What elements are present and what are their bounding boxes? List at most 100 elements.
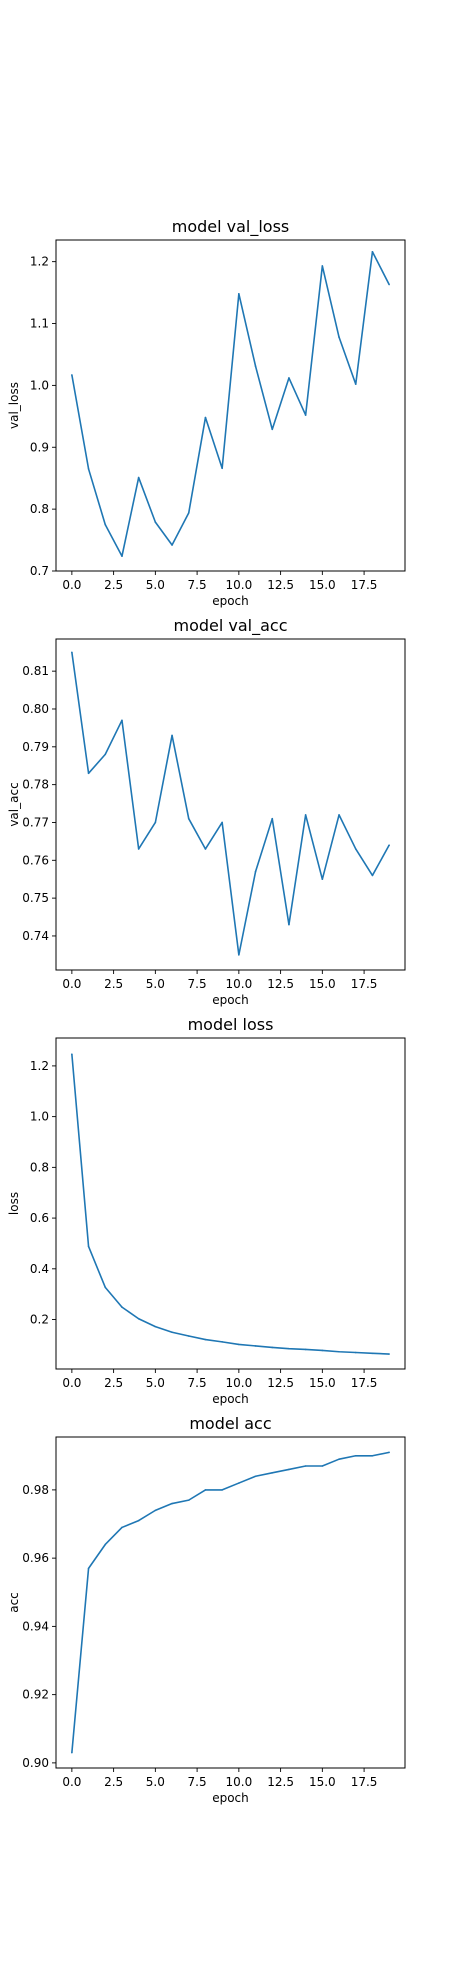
data-point xyxy=(121,1306,123,1308)
data-point xyxy=(187,1499,190,1501)
y-tick-label: 0.9 xyxy=(30,440,49,454)
x-tick-label: 2.5 xyxy=(104,1376,123,1390)
x-tick-label: 5.0 xyxy=(146,1376,165,1390)
data-point xyxy=(354,848,357,850)
y-tick-label: 0.74 xyxy=(22,929,49,943)
x-tick-label: 5.0 xyxy=(146,578,165,592)
series-line xyxy=(71,1054,390,1355)
y-axis-label: val_loss xyxy=(7,382,21,429)
series-line xyxy=(71,1451,390,1753)
chart-title: model val_acc xyxy=(173,616,287,636)
data-point xyxy=(354,1454,357,1457)
data-point xyxy=(238,1343,240,1346)
data-point xyxy=(254,1475,257,1478)
y-tick-label: 0.2 xyxy=(30,1313,49,1327)
data-point xyxy=(121,719,123,722)
x-tick-label: 17.5 xyxy=(351,1775,378,1789)
y-tick-label: 0.4 xyxy=(30,1262,49,1276)
data-point xyxy=(171,544,173,546)
y-tick-label: 0.7 xyxy=(30,564,49,578)
y-tick-label: 0.90 xyxy=(22,1756,49,1770)
chart-panel-0: model val_loss 0.0 2.5 5.0 7.5 10.0 12.5 15.0 17… xyxy=(7,217,406,608)
data-point xyxy=(388,844,390,846)
data-point xyxy=(354,1351,357,1354)
y-tick-label: 0.77 xyxy=(22,815,49,829)
data-point xyxy=(104,753,107,756)
data-point xyxy=(171,734,173,737)
x-tick-label: 10.0 xyxy=(225,1376,252,1390)
x-tick-label: 2.5 xyxy=(104,578,123,592)
data-point xyxy=(254,870,257,873)
data-point xyxy=(321,1465,324,1467)
data-point xyxy=(288,1347,290,1350)
x-tick-label: 5.0 xyxy=(146,1775,165,1789)
data-point xyxy=(121,1526,123,1529)
data-point xyxy=(338,336,340,338)
axes-frame xyxy=(55,638,406,971)
chart-panel-2: model loss 0.0 2.5 5.0 7.5 10.0 12.5 15.0 17.5 0.… xyxy=(7,1015,406,1406)
data-point xyxy=(371,874,374,877)
data-point xyxy=(254,365,257,368)
x-tick-label: 7.5 xyxy=(188,1376,207,1390)
data-point xyxy=(371,1352,374,1355)
y-tick-label: 0.76 xyxy=(22,853,49,867)
chart-title: model val_loss xyxy=(172,217,290,237)
data-point xyxy=(371,1454,374,1457)
data-point xyxy=(171,1502,173,1505)
data-point xyxy=(104,1286,107,1289)
x-tick-label: 12.5 xyxy=(267,1376,294,1390)
x-axis-label: epoch xyxy=(212,594,249,608)
y-tick-label: 0.98 xyxy=(22,1483,49,1497)
x-tick-label: 5.0 xyxy=(146,977,165,991)
data-point xyxy=(71,1751,73,1754)
data-point xyxy=(204,1489,207,1491)
data-point xyxy=(304,414,307,416)
data-point xyxy=(238,293,240,295)
x-tick-label: 12.5 xyxy=(267,1775,294,1789)
x-tick-label: 2.5 xyxy=(104,977,123,991)
x-tick-label: 7.5 xyxy=(188,578,207,592)
data-point xyxy=(321,1349,324,1352)
x-axis-label: epoch xyxy=(212,1392,249,1406)
data-point xyxy=(87,468,90,470)
data-point xyxy=(71,651,73,654)
data-point xyxy=(204,416,207,419)
x-tick-label: 17.5 xyxy=(351,1376,378,1390)
data-point xyxy=(71,1053,73,1056)
y-tick-label: 1.0 xyxy=(30,378,49,392)
data-point xyxy=(388,1451,390,1454)
data-point xyxy=(221,821,223,824)
data-point xyxy=(254,1345,257,1347)
y-tick-label: 1.2 xyxy=(30,1059,49,1073)
y-tick-label: 1.1 xyxy=(30,317,49,331)
x-axis-label: epoch xyxy=(212,993,249,1007)
data-point xyxy=(187,512,190,514)
y-tick-label: 0.6 xyxy=(30,1211,49,1225)
y-tick-label: 0.78 xyxy=(22,778,49,792)
data-point xyxy=(154,821,157,824)
x-tick-label: 7.5 xyxy=(188,977,207,991)
data-point xyxy=(154,1509,157,1512)
data-point xyxy=(171,1331,173,1334)
data-point xyxy=(71,374,73,376)
x-tick-label: 17.5 xyxy=(351,578,378,592)
x-tick-label: 0.0 xyxy=(62,1775,81,1789)
data-point xyxy=(271,1346,274,1349)
x-tick-label: 10.0 xyxy=(225,578,252,592)
data-point xyxy=(204,1338,207,1341)
x-tick-label: 7.5 xyxy=(188,1775,207,1789)
y-tick-label: 0.96 xyxy=(22,1551,49,1565)
data-point xyxy=(288,1468,290,1471)
axes-frame xyxy=(55,1436,406,1769)
data-point xyxy=(304,814,307,816)
y-axis-label: acc xyxy=(7,1592,21,1613)
data-point xyxy=(221,467,223,470)
data-point xyxy=(137,476,140,479)
data-point xyxy=(221,1341,223,1343)
data-point xyxy=(87,772,90,775)
chart-panel-1: model val_acc 0.0 2.5 5.0 7.5 10.0 12.5 15.0 17.… xyxy=(7,616,406,1007)
data-point xyxy=(338,1350,340,1353)
data-point xyxy=(121,555,123,557)
x-tick-label: 15.0 xyxy=(309,977,336,991)
